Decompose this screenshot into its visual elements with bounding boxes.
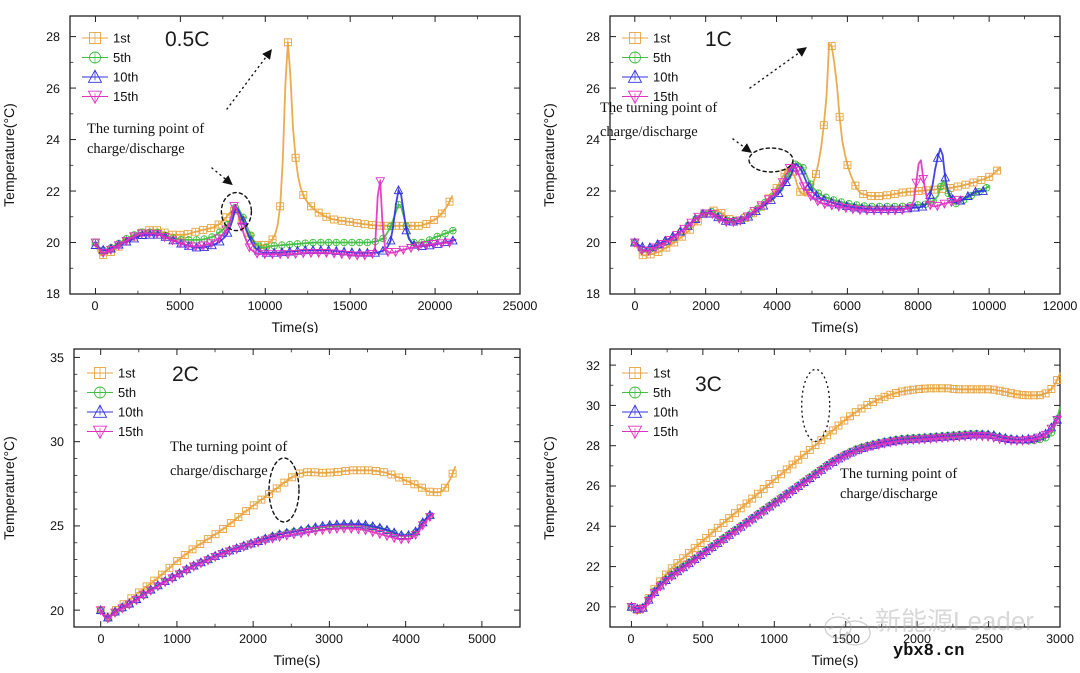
svg-text:0: 0 <box>628 632 635 646</box>
svg-text:10th: 10th <box>118 405 143 420</box>
svg-text:22: 22 <box>586 185 600 199</box>
svg-text:0: 0 <box>92 299 99 313</box>
svg-text:0.5C: 0.5C <box>165 28 209 51</box>
svg-text:10th: 10th <box>653 70 678 85</box>
svg-text:22: 22 <box>46 185 60 199</box>
svg-text:20: 20 <box>50 604 64 618</box>
svg-text:5th: 5th <box>653 50 671 65</box>
svg-text:20: 20 <box>46 236 60 250</box>
svg-text:30: 30 <box>586 399 600 413</box>
svg-text:0: 0 <box>632 299 639 313</box>
svg-text:3C: 3C <box>695 373 722 396</box>
svg-text:1C: 1C <box>705 28 732 51</box>
svg-text:charge/discharge: charge/discharge <box>87 141 185 157</box>
svg-text:1st: 1st <box>118 366 136 381</box>
svg-text:25: 25 <box>50 519 64 533</box>
svg-text:Time(s): Time(s) <box>274 652 321 668</box>
svg-text:15000: 15000 <box>333 299 368 313</box>
svg-text:28: 28 <box>46 30 60 44</box>
svg-text:15th: 15th <box>113 89 138 104</box>
svg-text:charge/discharge: charge/discharge <box>840 486 938 502</box>
svg-text:10000: 10000 <box>248 299 283 313</box>
svg-text:2000: 2000 <box>692 299 720 313</box>
svg-text:Temperature(°C): Temperature(°C) <box>1 103 17 207</box>
svg-text:新能源Leader: 新能源Leader <box>875 606 1034 636</box>
svg-text:The turning point of: The turning point of <box>170 439 287 455</box>
svg-text:20: 20 <box>586 600 600 614</box>
svg-text:6000: 6000 <box>833 299 861 313</box>
svg-text:24: 24 <box>586 520 600 534</box>
svg-text:1000: 1000 <box>163 632 191 646</box>
svg-text:1st: 1st <box>653 31 671 46</box>
svg-text:5th: 5th <box>118 385 136 400</box>
svg-text:500: 500 <box>693 632 714 646</box>
svg-text:ybx8.cn: ybx8.cn <box>893 642 964 661</box>
svg-text:5000: 5000 <box>166 299 194 313</box>
svg-text:5000: 5000 <box>468 632 496 646</box>
svg-text:1st: 1st <box>113 31 131 46</box>
svg-text:24: 24 <box>46 133 60 147</box>
svg-text:22: 22 <box>586 560 600 574</box>
svg-text:4000: 4000 <box>763 299 791 313</box>
svg-text:0: 0 <box>98 632 105 646</box>
svg-text:1st: 1st <box>653 366 671 381</box>
svg-text:18: 18 <box>586 287 600 301</box>
svg-text:3000: 3000 <box>1046 632 1074 646</box>
svg-text:32: 32 <box>586 359 600 373</box>
svg-text:18: 18 <box>46 287 60 301</box>
svg-text:The turning point of: The turning point of <box>840 466 957 482</box>
svg-text:Temperature(°C): Temperature(°C) <box>541 436 557 540</box>
svg-text:28: 28 <box>586 439 600 453</box>
svg-text:24: 24 <box>586 133 600 147</box>
svg-text:28: 28 <box>586 30 600 44</box>
svg-text:4000: 4000 <box>392 632 420 646</box>
svg-text:charge/discharge: charge/discharge <box>600 124 698 140</box>
svg-text:12000: 12000 <box>1043 299 1078 313</box>
svg-text:5th: 5th <box>653 385 671 400</box>
svg-text:3000: 3000 <box>315 632 343 646</box>
svg-text:20000: 20000 <box>418 299 453 313</box>
svg-text:1000: 1000 <box>760 632 788 646</box>
svg-text:15th: 15th <box>653 424 678 439</box>
svg-text:26: 26 <box>586 479 600 493</box>
svg-text:Time(s): Time(s) <box>812 652 859 668</box>
svg-text:10000: 10000 <box>972 299 1007 313</box>
svg-text:charge/discharge: charge/discharge <box>170 463 268 479</box>
svg-text:26: 26 <box>46 82 60 96</box>
svg-text:Temperature(°C): Temperature(°C) <box>1 436 17 540</box>
svg-text:10th: 10th <box>113 70 138 85</box>
svg-text:15th: 15th <box>118 424 143 439</box>
svg-text:20: 20 <box>586 236 600 250</box>
svg-text:Temperature(°C): Temperature(°C) <box>541 103 557 207</box>
svg-text:25000: 25000 <box>503 299 538 313</box>
svg-text:The turning point of: The turning point of <box>87 121 204 137</box>
svg-text:35: 35 <box>50 351 64 365</box>
svg-text:2C: 2C <box>172 363 199 386</box>
svg-text:8000: 8000 <box>904 299 932 313</box>
svg-text:30: 30 <box>50 435 64 449</box>
svg-text:26: 26 <box>586 82 600 96</box>
svg-text:5th: 5th <box>113 50 131 65</box>
svg-text:The turning point of: The turning point of <box>600 100 717 116</box>
svg-text:10th: 10th <box>653 405 678 420</box>
svg-text:2000: 2000 <box>239 632 267 646</box>
